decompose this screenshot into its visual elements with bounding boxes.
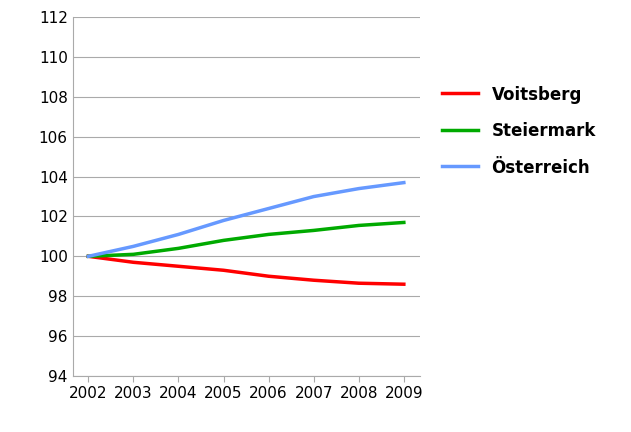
Österreich bbox=[85, 254, 92, 259]
Voitsberg bbox=[265, 273, 273, 279]
Steiermark bbox=[129, 252, 137, 257]
Österreich bbox=[129, 244, 137, 249]
Line: Steiermark: Steiermark bbox=[88, 222, 404, 256]
Voitsberg bbox=[355, 281, 363, 286]
Steiermark bbox=[355, 223, 363, 228]
Österreich bbox=[175, 232, 182, 237]
Voitsberg bbox=[85, 254, 92, 259]
Voitsberg bbox=[400, 282, 408, 287]
Steiermark bbox=[175, 246, 182, 251]
Österreich bbox=[220, 218, 227, 223]
Voitsberg bbox=[129, 260, 137, 265]
Steiermark bbox=[265, 232, 273, 237]
Line: Voitsberg: Voitsberg bbox=[88, 256, 404, 284]
Voitsberg bbox=[310, 278, 317, 283]
Steiermark bbox=[85, 254, 92, 259]
Line: Österreich: Österreich bbox=[88, 183, 404, 256]
Steiermark bbox=[310, 228, 317, 233]
Österreich bbox=[400, 180, 408, 185]
Legend: Voitsberg, Steiermark, Österreich: Voitsberg, Steiermark, Österreich bbox=[435, 79, 603, 184]
Österreich bbox=[310, 194, 317, 199]
Voitsberg bbox=[220, 268, 227, 273]
Voitsberg bbox=[175, 264, 182, 269]
Österreich bbox=[355, 186, 363, 191]
Österreich bbox=[265, 206, 273, 211]
Steiermark bbox=[400, 220, 408, 225]
Steiermark bbox=[220, 238, 227, 243]
